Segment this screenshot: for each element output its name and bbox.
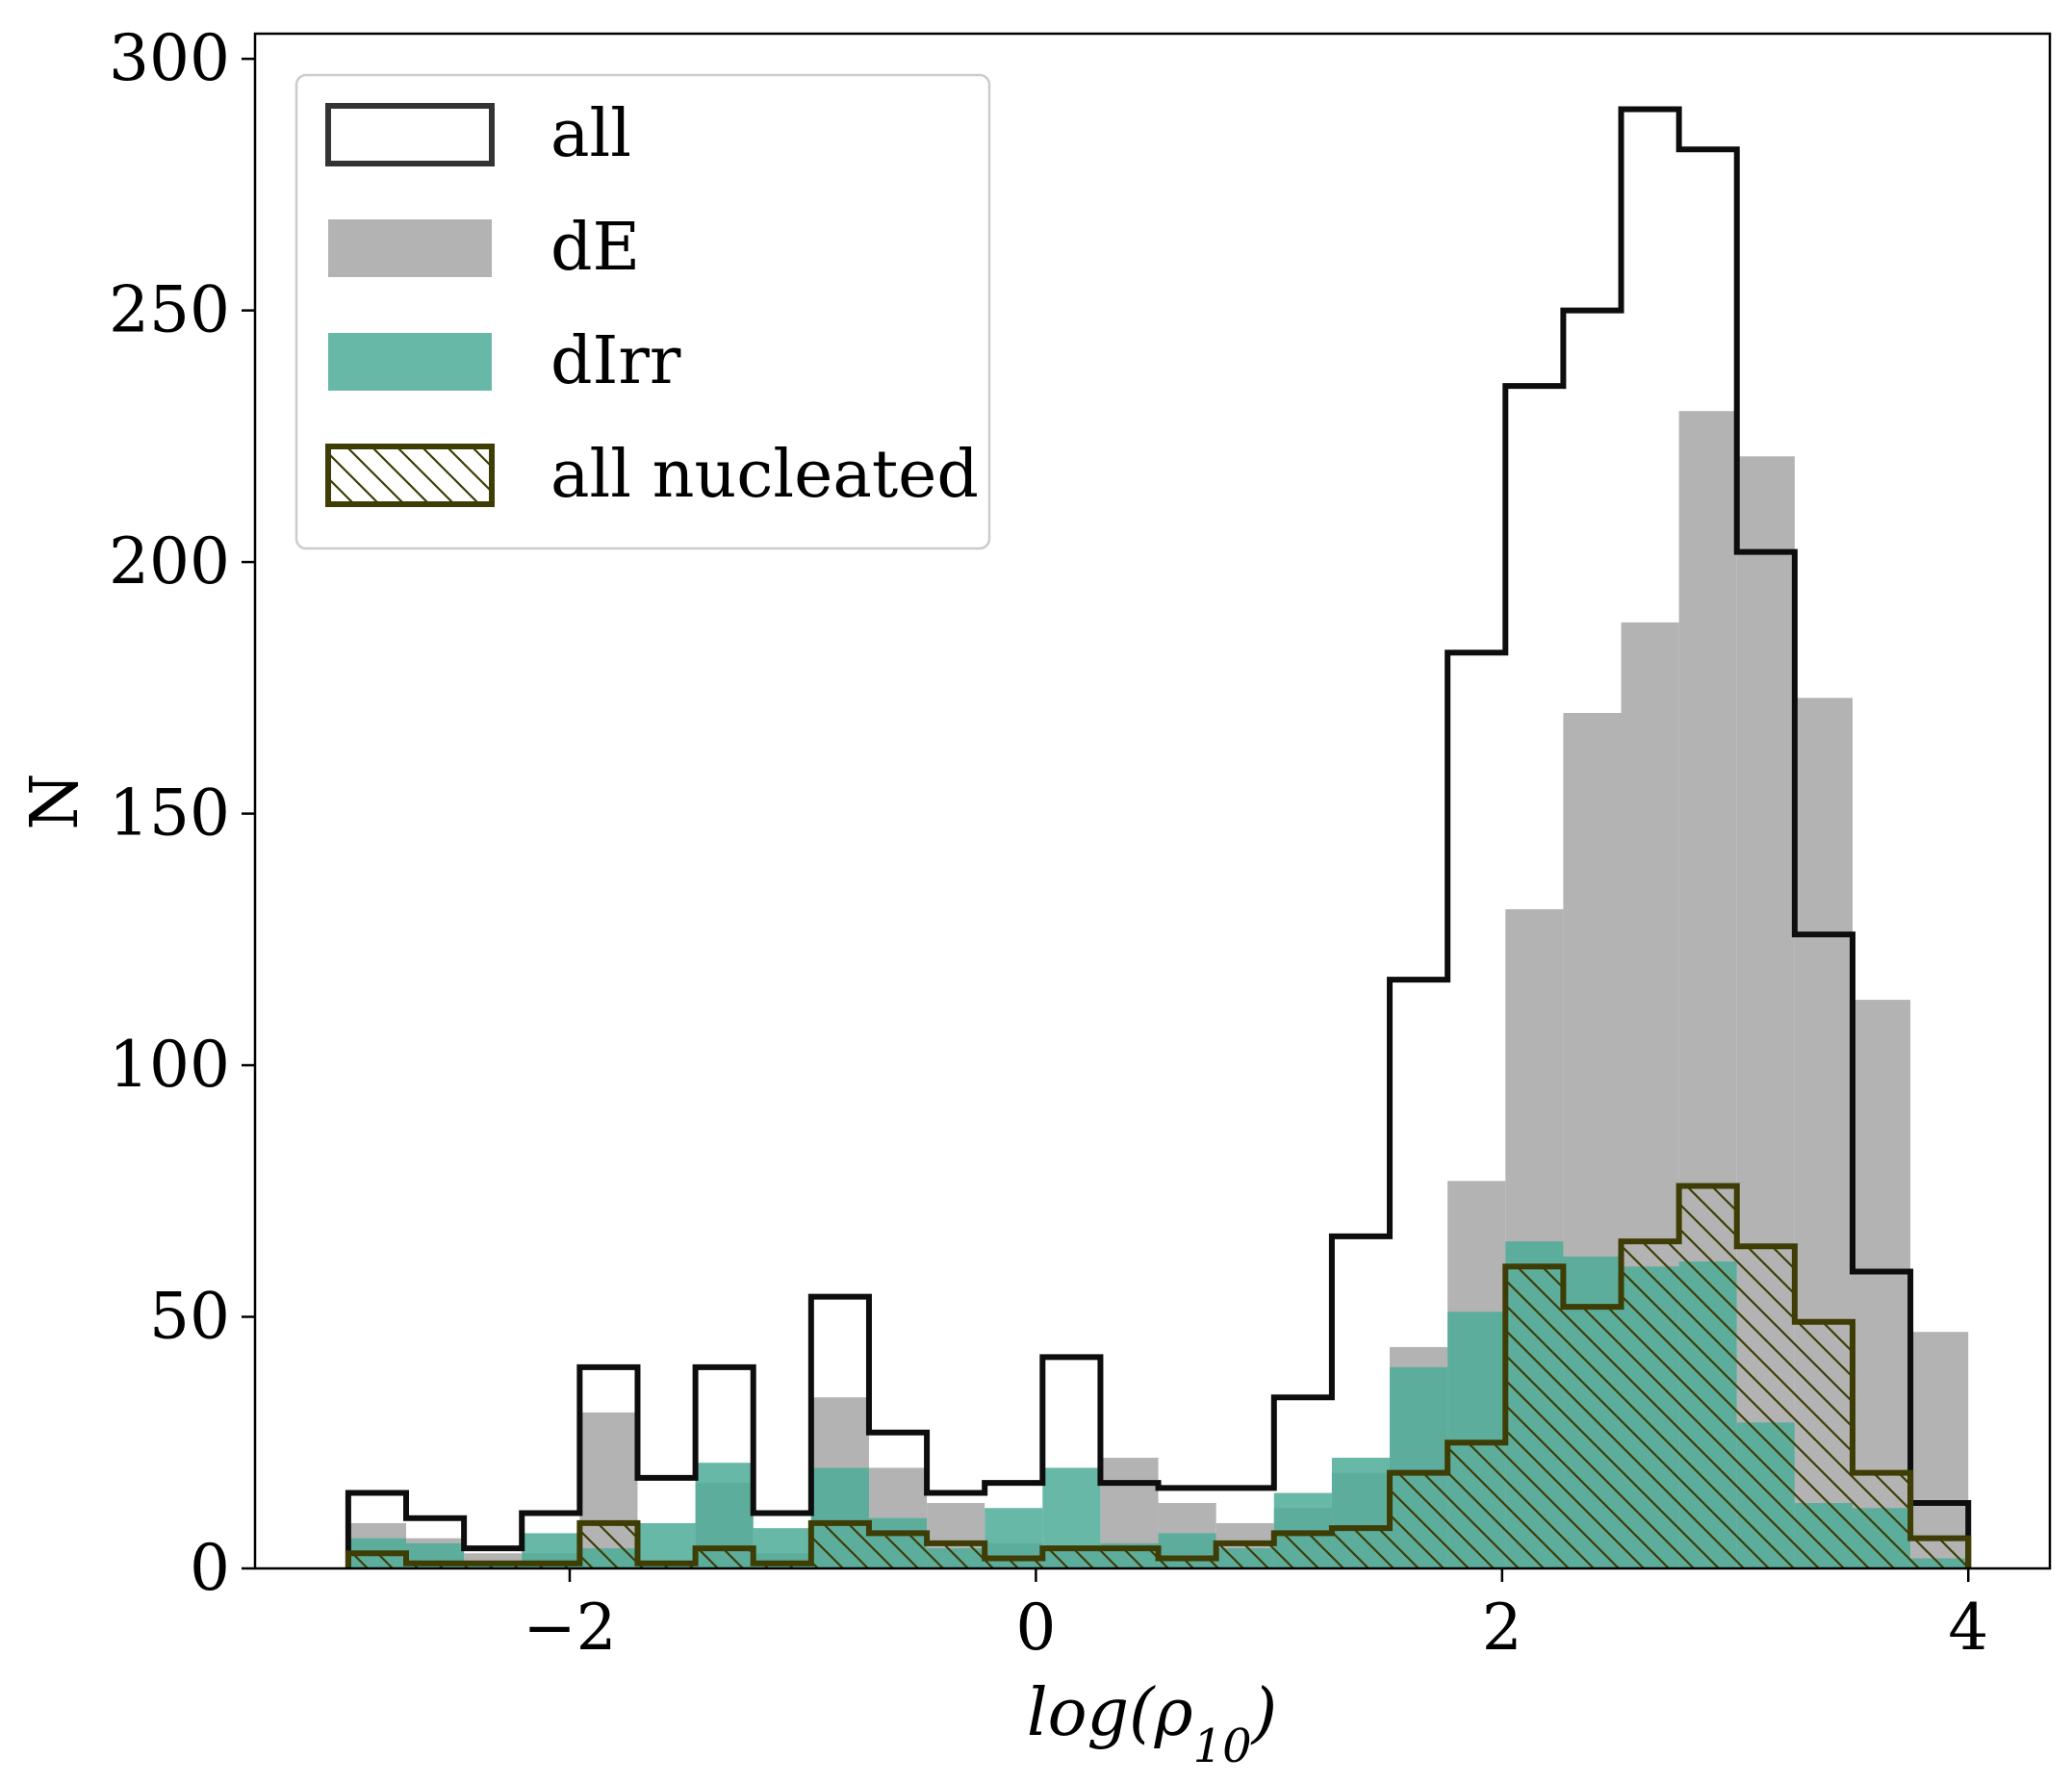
y-axis-label: N [17,773,93,830]
step-line-all [345,106,1972,1568]
plot-area [345,106,1972,1568]
legend: all dE dIrr all nucleated [294,73,991,550]
y-tick-label: 50 [149,1280,230,1354]
y-tick-label: 250 [109,273,230,347]
x-tick-label: 0 [1015,1591,1056,1665]
plot-frame [253,32,2052,1570]
y-tick-label: 200 [109,524,230,599]
x-axis-label: log(ρ10) [1027,1675,1277,1773]
y-tick-label: 150 [109,777,230,851]
legend-handle-dirr [328,333,492,391]
bar-de [1910,1332,1969,1568]
legend-handle-de [328,219,492,277]
legend-label-de: dE [550,210,640,286]
legend-handle-all-nucleated [325,444,495,507]
y-tick-label: 100 [109,1028,230,1102]
x-tick-label: 2 [1482,1591,1522,1665]
legend-label-all-nucleated: all nucleated [550,437,979,513]
legend-handle-all [325,103,495,166]
y-tick-label: 300 [109,21,230,95]
x-tick-label: −2 [523,1591,616,1665]
step-line-all-nucleated [345,1183,1972,1568]
legend-frame [294,73,991,550]
legend-label-all: all [550,96,631,172]
legend-label-dirr: dIrr [550,323,681,399]
hatch-fill-all-nucleated [347,1185,1969,1568]
axes: 0 50 100 150 200 250 300 −2 0 2 4 [109,21,1988,1665]
x-tick-label: 4 [1948,1591,1988,1665]
y-tick-label: 0 [190,1531,230,1605]
